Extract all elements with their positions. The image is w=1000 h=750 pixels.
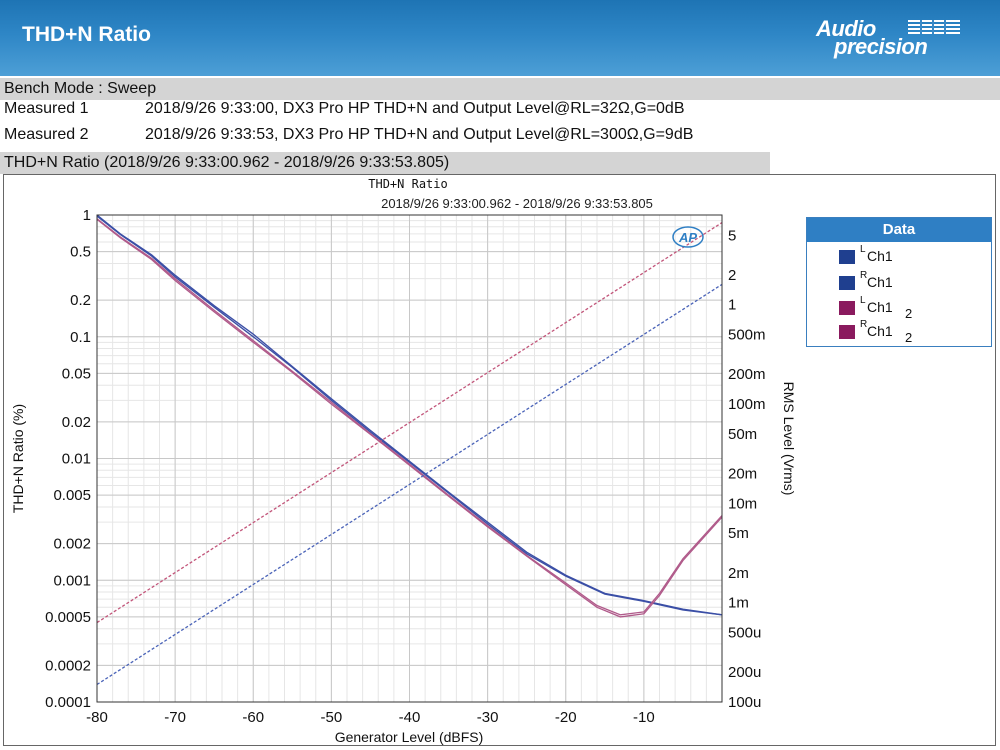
y-tick-label: 0.02	[62, 414, 91, 431]
x-tick-label: -50	[321, 709, 343, 726]
legend: Data L Ch1 R Ch1 L Ch1 2 R Ch1 2	[806, 217, 992, 347]
y2-tick-label: 10m	[728, 495, 757, 512]
y2-tick-label: 100u	[728, 694, 761, 711]
y-tick-label: 0.002	[53, 536, 91, 553]
legend-channel-prefix: L	[860, 244, 866, 255]
y-tick-label: 0.0002	[45, 657, 91, 674]
y2-tick-label: 500m	[728, 327, 766, 344]
series-line	[96, 218, 723, 618]
logo-line-2: precision	[834, 34, 928, 59]
y-tick-label: 0.1	[70, 329, 91, 346]
series-line	[96, 215, 723, 616]
legend-channel-prefix: R	[860, 270, 868, 281]
y2-tick-label: 100m	[728, 396, 766, 413]
measurement-value: 2018/9/26 9:33:00, DX3 Pro HP THD+N and …	[145, 100, 685, 117]
measurement-label: Measured 1	[4, 100, 89, 117]
header-bar: THD+N Ratio Audio precision	[0, 0, 1000, 76]
series-line	[96, 222, 723, 624]
y2-tick-label: 5	[728, 227, 736, 244]
series-line	[96, 214, 723, 616]
chart-title: THD+N Ratio	[368, 177, 447, 191]
legend-swatch	[839, 250, 855, 264]
logo-bars-icon	[908, 20, 960, 34]
legend-name: Ch1	[867, 323, 893, 339]
y2-tick-label: 20m	[728, 465, 757, 482]
thd-n-chart[interactable]: -80 -70 -60 -50 -40 -30 -20 -10 1 0.5 0.2 0.1 0.05 0.…	[4, 175, 995, 745]
bench-mode-label: Bench Mode : Sweep	[0, 78, 1000, 100]
x-tick-label: -70	[164, 709, 186, 726]
legend-name: Ch1	[867, 299, 893, 315]
y2-tick-label: 200m	[728, 366, 766, 383]
legend-item[interactable]: L Ch1	[839, 244, 979, 269]
legend-suffix: 2	[905, 330, 913, 345]
y2-tick-label: 500u	[728, 625, 761, 642]
legend-item[interactable]: R Ch1	[839, 270, 979, 295]
legend-name: Ch1	[867, 274, 893, 290]
x-axis-label: Generator Level (dBFS)	[335, 729, 484, 745]
y-tick-label: 0.05	[62, 365, 91, 382]
y-tick-label: 0.0001	[45, 694, 91, 711]
y-axis-label: THD+N Ratio (%)	[10, 404, 26, 513]
y2-tick-label: 2m	[728, 565, 749, 582]
y-tick-label: 0.0005	[45, 609, 91, 626]
ap-badge-icon: AP	[672, 226, 704, 248]
legend-swatch	[839, 325, 855, 339]
x-tick-label: -10	[633, 709, 655, 726]
y2-tick-label: 200u	[728, 664, 761, 681]
series-line	[96, 283, 723, 686]
y2-axis-label: RMS Level (Vrms)	[781, 382, 797, 496]
audio-precision-logo: Audio precision	[812, 16, 972, 60]
legend-name: Ch1	[867, 248, 893, 264]
x-tick-label: -40	[399, 709, 421, 726]
legend-item[interactable]: L Ch1 2	[839, 295, 979, 321]
legend-swatch	[839, 276, 855, 290]
y2-tick-label: 1	[728, 297, 736, 314]
measurement-row: Measured 2 2018/9/26 9:33:53, DX3 Pro HP…	[4, 126, 994, 146]
y-tick-label: 0.2	[70, 292, 91, 309]
legend-channel-prefix: L	[860, 295, 866, 306]
legend-channel-prefix: R	[860, 319, 868, 330]
chart-subtitle: 2018/9/26 9:33:00.962 - 2018/9/26 9:33:5…	[381, 196, 653, 211]
x-tick-label: -30	[477, 709, 499, 726]
ap-badge-text: AP	[678, 230, 697, 245]
legend-title: Data	[807, 218, 991, 242]
y2-tick-label: 2	[728, 267, 736, 284]
y-tick-label: 0.005	[53, 487, 91, 504]
page-title: THD+N Ratio	[22, 23, 151, 46]
legend-item[interactable]: R Ch1 2	[839, 319, 979, 345]
y2-tick-label: 5m	[728, 525, 749, 542]
logo-line-1: Audio	[816, 16, 876, 41]
series-line	[96, 218, 723, 616]
measurement-value: 2018/9/26 9:33:53, DX3 Pro HP THD+N and …	[145, 126, 694, 143]
measurement-row: Measured 1 2018/9/26 9:33:00, DX3 Pro HP…	[4, 100, 994, 120]
graph-label: THD+N Ratio (2018/9/26 9:33:00.962 - 201…	[0, 152, 770, 174]
x-tick-label: -60	[242, 709, 264, 726]
x-tick-label: -80	[86, 709, 108, 726]
y-tick-label: 0.001	[53, 572, 91, 589]
y2-tick-label: 1m	[728, 595, 749, 612]
y-tick-label: 0.01	[62, 451, 91, 468]
y2-tick-label: 50m	[728, 426, 757, 443]
y-tick-label: 1	[83, 207, 91, 224]
legend-swatch	[839, 301, 855, 315]
measurement-label: Measured 2	[4, 126, 89, 143]
legend-suffix: 2	[905, 306, 913, 321]
x-tick-label: -20	[555, 709, 577, 726]
y-tick-label: 0.5	[70, 244, 91, 261]
